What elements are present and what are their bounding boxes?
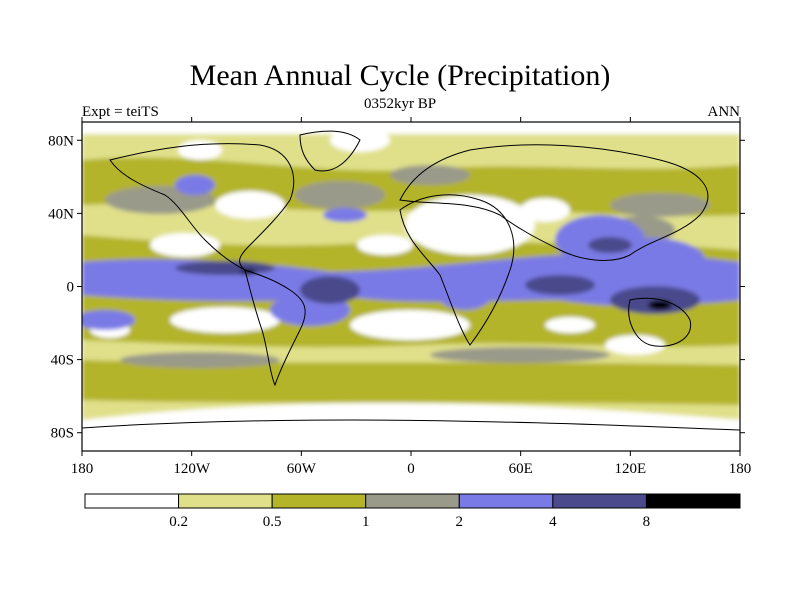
greenland-coast <box>299 130 361 172</box>
field-olive-south <box>82 360 740 405</box>
lat-tick-label: 0 <box>67 280 75 296</box>
antarctica-dry <box>82 403 740 451</box>
season-label: ANN <box>707 104 741 120</box>
lon-axis: 180 120W 60W 0 60E 120E 180 <box>71 117 752 477</box>
lat-tick-label: 80S <box>51 426 74 442</box>
africa-coast <box>399 194 515 346</box>
colorbar-label: 8 <box>643 514 651 530</box>
colorbar-swatch <box>458 493 554 509</box>
north-america-coast <box>109 143 295 271</box>
south-america-coast <box>244 269 306 387</box>
lon-tick-label: 60E <box>509 461 533 477</box>
colorbar: 0.2 0.5 1 2 4 8 <box>84 493 741 530</box>
lon-tick-label: 180 <box>729 461 752 477</box>
antarctica-coast <box>82 419 740 431</box>
time-label: 0352kyr BP <box>363 96 437 112</box>
lat-tick-label: 40N <box>48 206 74 222</box>
eurasia-coast <box>399 144 709 261</box>
lon-tick-label: 180 <box>71 461 94 477</box>
plot-title: Mean Annual Cycle (Precipitation) <box>189 59 611 92</box>
coastlines <box>82 130 740 431</box>
sahara-dry <box>405 195 535 255</box>
colorbar-label: 1 <box>362 514 370 530</box>
colorbar-label: 4 <box>549 514 557 530</box>
lat-tick-label: 40S <box>51 353 74 369</box>
colorbar-label: 0.2 <box>169 514 188 530</box>
colorbar-swatch <box>178 493 273 509</box>
lat-tick-label: 80N <box>48 133 74 149</box>
colorbar-swatch <box>645 493 741 509</box>
colorbar-swatch <box>552 493 647 509</box>
colorbar-swatch <box>271 493 367 509</box>
colorbar-label: 2 <box>456 514 464 530</box>
lon-tick-label: 0 <box>407 461 415 477</box>
experiment-label: Expt = teiTS <box>82 104 159 120</box>
lon-tick-label: 120E <box>614 461 646 477</box>
colorbar-swatch <box>365 493 460 509</box>
colorbar-label: 0.5 <box>263 514 282 530</box>
australia-coast <box>628 297 692 347</box>
lon-tick-label: 120W <box>173 461 211 477</box>
lon-tick-label: 60W <box>287 461 317 477</box>
precipitation-field <box>82 122 740 451</box>
colorbar-swatch <box>84 493 180 509</box>
lat-axis: 80N 40N 0 40S 80S <box>48 133 745 442</box>
